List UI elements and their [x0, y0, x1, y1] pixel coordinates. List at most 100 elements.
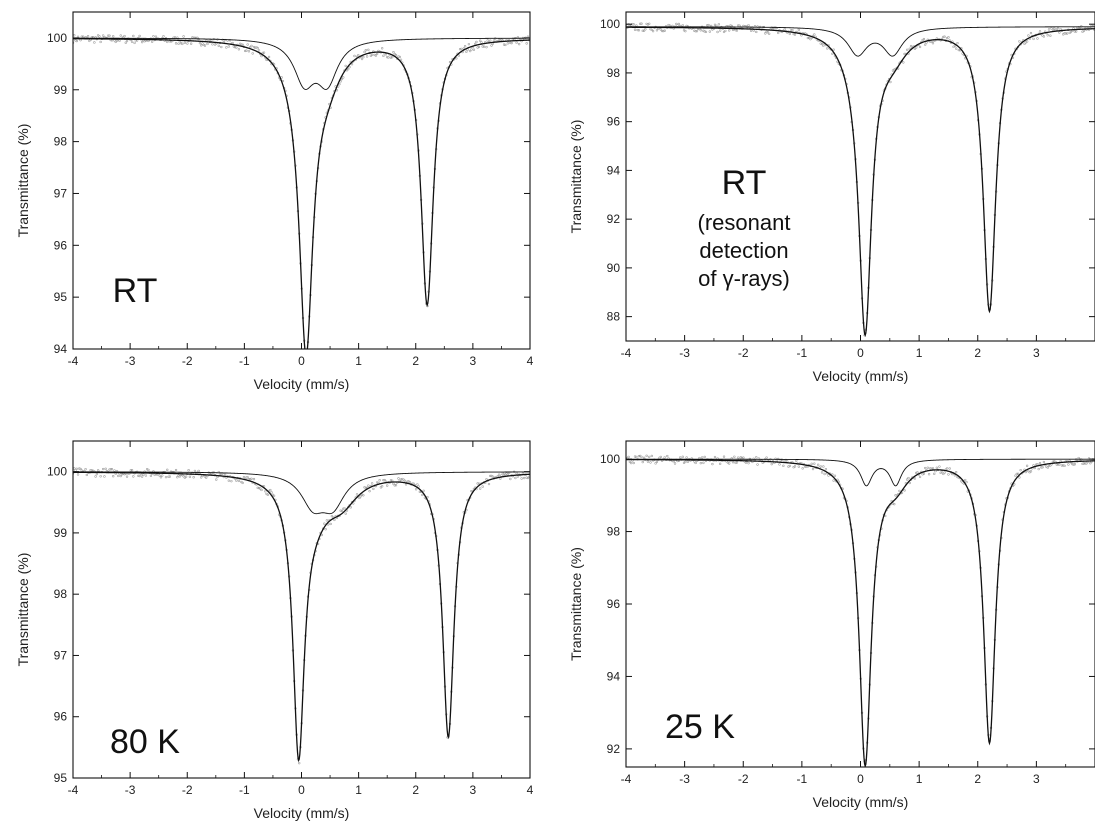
data-point	[353, 54, 356, 58]
data-point	[702, 461, 705, 465]
data-point	[344, 64, 347, 68]
data-point	[1042, 460, 1046, 464]
data-point	[270, 491, 273, 494]
data-point	[260, 488, 263, 492]
data-point	[363, 50, 366, 54]
data-point	[265, 58, 268, 62]
data-point	[176, 476, 179, 479]
x-tick-label: 1	[355, 354, 362, 368]
data-point	[246, 476, 249, 479]
data-point	[509, 477, 512, 481]
data-point	[737, 24, 740, 27]
data-point	[707, 23, 710, 27]
x-tick-label: 0	[857, 772, 864, 786]
data-point	[1083, 462, 1087, 465]
data-point	[526, 476, 530, 480]
panel-annotation: RT	[113, 272, 158, 310]
data-point	[907, 476, 910, 480]
data-point	[223, 472, 227, 476]
data-point	[693, 29, 696, 32]
data-point	[367, 484, 370, 487]
data-point	[931, 467, 935, 470]
data-point	[364, 486, 368, 490]
data-point	[267, 55, 271, 59]
data-point	[678, 456, 682, 459]
data-point	[820, 42, 824, 46]
data-point	[362, 494, 365, 497]
data-point	[487, 482, 491, 486]
data-point	[186, 42, 189, 45]
data-point	[765, 456, 768, 459]
data-point	[73, 41, 75, 44]
data-point	[700, 456, 704, 459]
data-point	[197, 469, 200, 473]
data-point	[330, 514, 334, 518]
data-point	[718, 462, 722, 466]
data-point	[98, 35, 101, 38]
data-point	[1051, 28, 1055, 32]
data-point	[894, 494, 897, 497]
data-point	[1063, 464, 1066, 468]
data-point	[824, 468, 828, 471]
data-point	[765, 30, 768, 34]
data-point	[150, 40, 154, 43]
data-point	[675, 22, 678, 26]
data-point	[628, 460, 632, 464]
data-point	[362, 55, 365, 59]
data-point	[795, 459, 798, 462]
data-point	[101, 34, 105, 37]
data-point	[230, 479, 233, 483]
data-point	[414, 488, 418, 491]
data-point	[908, 47, 911, 51]
data-point	[272, 494, 276, 498]
data-point	[132, 475, 135, 478]
data-point	[269, 488, 272, 492]
data-point	[205, 476, 208, 479]
y-tick-label: 92	[607, 742, 621, 756]
data-point	[166, 40, 169, 44]
data-point	[242, 475, 246, 479]
data-point	[1055, 463, 1058, 466]
data-point	[123, 34, 126, 38]
total-fit-line	[73, 471, 530, 763]
data-point	[654, 462, 657, 465]
data-point	[95, 472, 99, 476]
data-point	[104, 467, 107, 471]
data-point	[233, 45, 237, 49]
panel-annotation: of γ-rays)	[698, 266, 790, 291]
data-point	[715, 24, 718, 27]
data-point	[832, 479, 835, 482]
data-point	[810, 462, 813, 466]
data-point	[1014, 474, 1017, 477]
data-point	[914, 471, 918, 475]
data-point	[1037, 467, 1040, 471]
data-point	[1073, 463, 1077, 466]
data-point	[478, 487, 482, 490]
data-point	[650, 28, 653, 31]
data-point	[323, 522, 326, 525]
data-point	[793, 465, 797, 468]
data-point	[119, 474, 122, 478]
x-tick-label: 0	[857, 346, 864, 360]
data-point	[510, 41, 513, 45]
data-point	[174, 42, 178, 45]
data-point	[1072, 463, 1075, 466]
data-point	[108, 468, 111, 471]
data-point	[475, 40, 478, 44]
data-point	[645, 454, 648, 458]
data-point	[387, 56, 390, 59]
data-point	[666, 454, 669, 458]
x-tick-label: -4	[68, 354, 79, 368]
data-point	[403, 479, 406, 482]
y-tick-label: 90	[607, 261, 621, 275]
data-point	[237, 479, 241, 483]
y-tick-label: 96	[607, 115, 621, 129]
data-point	[820, 471, 824, 474]
data-point	[167, 475, 170, 478]
data-point	[497, 473, 501, 476]
data-point	[110, 468, 114, 471]
panel-annotation: detection	[699, 238, 788, 263]
data-point	[801, 467, 804, 470]
data-point	[633, 28, 637, 31]
x-tick-label: -4	[621, 346, 632, 360]
